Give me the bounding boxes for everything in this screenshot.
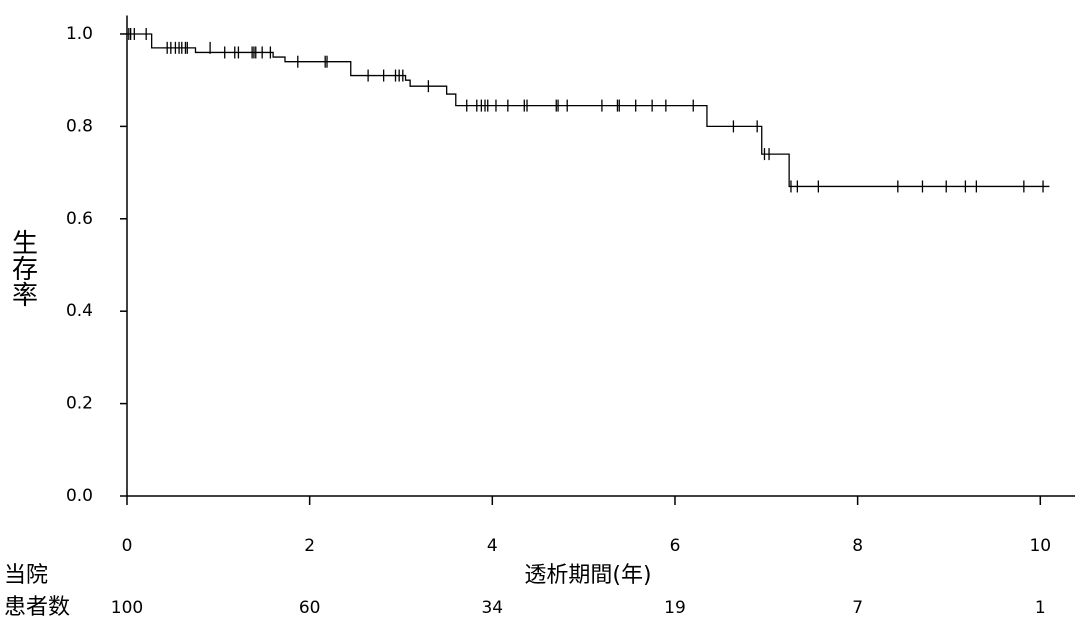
at-risk-label: 当院: [4, 563, 48, 588]
y-tick-label: 0.2: [66, 394, 93, 414]
x-tick-label: 0: [122, 536, 133, 556]
x-axis-label: 透析期間(年): [524, 563, 651, 588]
x-tick-label: 4: [487, 536, 498, 556]
at-risk-value: 19: [664, 598, 686, 618]
at-risk-label: 患者数: [4, 595, 70, 620]
x-tick-label: 6: [670, 536, 681, 556]
at-risk-value: 1: [1035, 598, 1046, 618]
y-tick-label: 0.6: [66, 209, 93, 229]
y-tick-label: 0.4: [66, 301, 93, 321]
x-tick-label: 10: [1029, 536, 1051, 556]
at-risk-value: 100: [111, 598, 143, 618]
at-risk-value: 34: [481, 598, 503, 618]
y-axis-label: 生存率: [8, 229, 38, 307]
at-risk-value: 60: [299, 598, 321, 618]
y-tick-label: 1.0: [66, 24, 93, 44]
x-tick-label: 8: [852, 536, 863, 556]
at-risk-value: 7: [852, 598, 863, 618]
y-tick-label: 0.0: [66, 486, 93, 506]
y-tick-label: 0.8: [66, 116, 93, 136]
x-tick-label: 2: [304, 536, 315, 556]
survival-curve: [127, 33, 1050, 188]
